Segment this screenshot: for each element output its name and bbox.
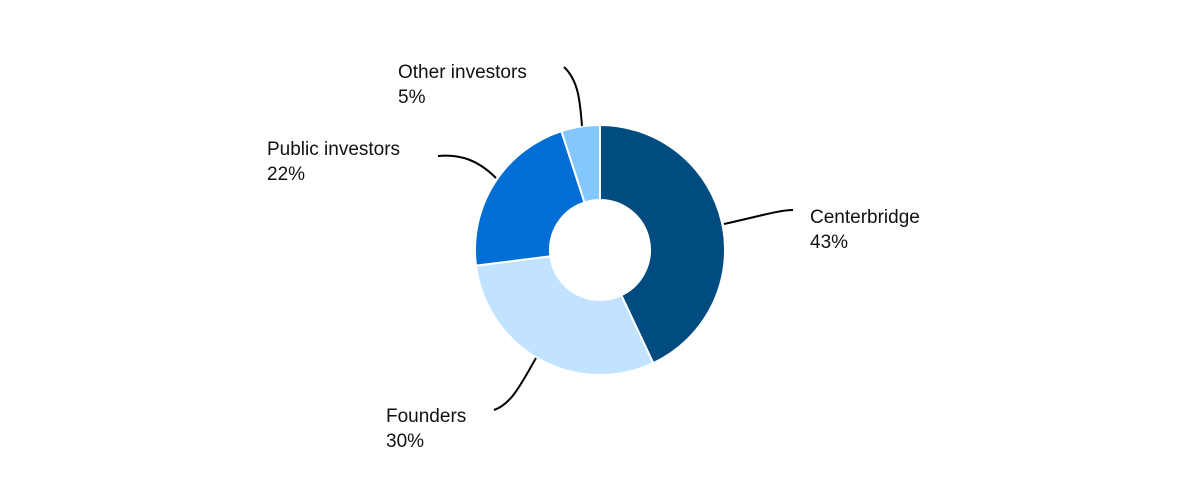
label-other-investors-name: Other investors bbox=[398, 62, 527, 83]
label-other-investors-value: 5% bbox=[398, 87, 426, 108]
label-founders-name: Founders bbox=[386, 406, 466, 427]
slice-centerbridge bbox=[599, 123, 726, 365]
label-founders-value: 30% bbox=[386, 431, 424, 452]
leader-line-public-investors bbox=[437, 154, 497, 179]
slice-public-investors bbox=[474, 129, 586, 267]
leader-line-centerbridge bbox=[723, 209, 794, 225]
label-public-investors-name: Public investors bbox=[267, 139, 400, 160]
label-public-investors-value: 22% bbox=[267, 164, 305, 185]
leader-line-other-investors bbox=[563, 66, 583, 127]
label-centerbridge-name: Centerbridge bbox=[810, 207, 920, 228]
donut-slices bbox=[474, 123, 726, 376]
label-centerbridge-value: 43% bbox=[810, 232, 848, 253]
leader-line-founders bbox=[493, 357, 537, 411]
slice-founders bbox=[474, 255, 655, 376]
slice-other-investors bbox=[560, 123, 601, 204]
